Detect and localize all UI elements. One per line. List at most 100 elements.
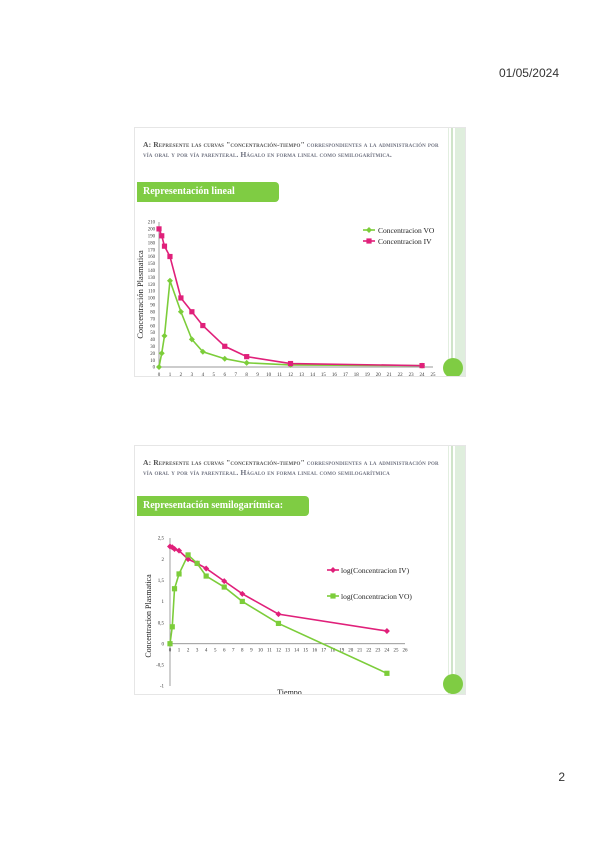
slide-decoration-line	[451, 446, 453, 694]
legend-marker	[366, 227, 372, 233]
slide-title-lead: A: Represente las curvas "concentración-…	[143, 140, 305, 149]
slide-linear: A: Represente las curvas "concentración-…	[135, 128, 465, 376]
x-tick-label: 20	[348, 649, 354, 654]
x-tick-label: 24	[420, 373, 426, 376]
y-tick-label: 120	[148, 283, 156, 288]
section-tab: Representación semilogarítmica:	[137, 496, 309, 516]
data-point	[185, 552, 191, 558]
x-tick-label: 8	[245, 373, 248, 376]
slide-title: A: Represente las curvas "concentración-…	[143, 140, 443, 160]
y-axis-label: Concentración Plasmatica	[135, 250, 145, 339]
x-tick-label: 23	[409, 373, 415, 376]
data-point	[156, 226, 162, 232]
green-dot-decoration	[443, 674, 463, 694]
slide-title-rest: correspondientes a la administración por…	[143, 458, 439, 477]
x-tick-label: 0	[158, 373, 161, 376]
x-tick-label: 25	[393, 649, 399, 654]
data-point	[178, 295, 184, 301]
y-tick-label: 0	[162, 642, 165, 647]
y-tick-label: -0,5	[156, 664, 164, 669]
y-tick-label: 30	[150, 345, 155, 350]
data-point	[166, 277, 173, 284]
x-tick-label: 2	[187, 649, 190, 654]
x-tick-label: 2	[180, 373, 183, 376]
x-tick-label: 25	[431, 373, 437, 376]
data-point	[158, 350, 165, 357]
green-dot-decoration	[443, 358, 463, 376]
data-point	[221, 584, 227, 590]
x-tick-label: 18	[330, 649, 336, 654]
x-tick-label: 7	[232, 649, 235, 654]
data-point	[239, 598, 245, 605]
x-tick-label: 3	[196, 649, 199, 654]
data-point	[185, 556, 192, 563]
y-tick-label: 90	[150, 304, 155, 309]
x-tick-label: 10	[266, 373, 272, 376]
y-tick-label: 0,5	[158, 621, 165, 626]
x-tick-label: 1	[178, 649, 181, 654]
x-tick-label: 15	[321, 373, 327, 376]
data-point	[194, 560, 200, 566]
x-tick-label: 18	[354, 373, 360, 376]
x-tick-label: 14	[294, 649, 300, 654]
x-tick-label: 13	[299, 373, 305, 376]
x-tick-label: 20	[376, 373, 382, 376]
data-point	[199, 348, 206, 355]
y-tick-label: 20	[150, 352, 155, 357]
slide-title: A: Represente las curvas "concentración-…	[143, 458, 443, 478]
x-tick-label: 3	[191, 373, 194, 376]
data-point	[161, 243, 168, 249]
data-point	[419, 363, 425, 369]
x-tick-label: 9	[256, 373, 259, 376]
legend-label: log(Concentracion VO)	[341, 592, 412, 601]
legend-label: Concentracion VO	[378, 226, 435, 235]
legend-marker	[330, 567, 336, 573]
y-tick-label: 140	[148, 269, 156, 274]
x-tick-label: 24	[384, 649, 390, 654]
x-tick-label: 16	[332, 373, 338, 376]
data-point	[176, 571, 182, 577]
y-tick-label: 1	[162, 600, 165, 605]
x-tick-label: 16	[312, 649, 318, 654]
y-tick-label: 160	[148, 255, 156, 260]
data-point	[171, 586, 178, 592]
data-point	[189, 309, 195, 315]
series-line	[158, 280, 423, 368]
x-tick-label: 7	[234, 373, 237, 376]
data-point	[177, 308, 184, 315]
x-tick-label: 10	[258, 649, 264, 654]
y-tick-label: 10	[150, 359, 155, 364]
data-point	[384, 670, 390, 676]
x-tick-label: 15	[303, 649, 309, 654]
slide-decoration-bar	[455, 446, 465, 694]
y-tick-label: 130	[148, 276, 156, 281]
data-point	[167, 543, 173, 550]
page-date: 01/05/2024	[498, 66, 559, 80]
x-tick-label: 0	[169, 649, 172, 654]
data-point	[287, 360, 294, 367]
y-tick-label: 170	[148, 248, 156, 253]
y-tick-label: -1	[160, 685, 165, 690]
x-tick-label: 5	[213, 373, 216, 376]
data-point	[275, 611, 282, 618]
x-tick-label: 4	[205, 649, 208, 654]
legend-marker	[330, 593, 336, 599]
data-point	[167, 253, 173, 260]
data-point	[243, 359, 250, 366]
x-tick-label: 6	[223, 649, 226, 654]
x-tick-label: 12	[288, 373, 294, 376]
y-tick-label: 180	[148, 241, 156, 246]
x-tick-label: 14	[310, 373, 316, 376]
data-point	[188, 336, 195, 343]
y-tick-label: 110	[148, 290, 156, 295]
x-tick-label: 26	[403, 649, 409, 654]
x-tick-label: 11	[267, 649, 272, 654]
section-tab: Representación lineal	[137, 182, 279, 202]
x-tick-label: 23	[375, 649, 381, 654]
x-tick-label: 22	[366, 649, 372, 654]
slide-decoration-bar	[455, 128, 465, 376]
x-tick-label: 4	[202, 373, 205, 376]
data-point	[159, 233, 165, 239]
y-tick-label: 100	[148, 297, 156, 302]
data-point	[161, 332, 168, 339]
